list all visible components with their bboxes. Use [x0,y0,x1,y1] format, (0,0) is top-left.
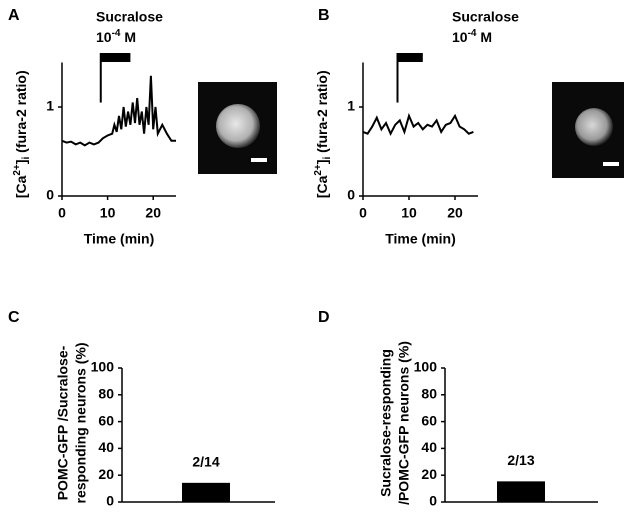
y-tick-label: 1 [347,98,355,114]
concentration-label: 10-4 M [452,28,492,45]
y-axis-label-part: i [21,156,32,159]
y-tick-label: 100 [91,359,115,375]
y-tick-label: 40 [98,439,114,455]
panel-label: D [318,309,330,326]
y-tick-label: 40 [421,439,437,455]
y-tick-label: 1 [46,98,54,114]
y-axis-label: POMC-GFP /Sucralose- [55,345,71,500]
bar [182,482,230,502]
y-tick-label: 20 [98,466,114,482]
y-tick-label: 60 [421,412,437,428]
stimulus-label: Sucralose [452,9,519,25]
x-tick-label: 0 [359,205,367,221]
cell-image-b [552,82,624,178]
y-axis-label-part: 2+ [313,164,324,176]
stimulus-bar [100,53,131,62]
y-axis-label-part: 2+ [12,164,23,176]
stimulus-label: Sucralose [96,9,163,25]
x-tick-label: 20 [145,205,161,221]
concentration-part: M [476,29,492,45]
y-axis-label-part: [Ca [13,175,29,198]
y-axis-label: /POMC-GFP neurons (%) [396,341,412,505]
y-tick-label: 80 [98,386,114,402]
y-axis-label: [Ca2+]i (fura-2 ratio) [12,70,32,198]
y-axis-label: Sucralose-responding [378,349,394,497]
x-tick-label: 20 [447,205,463,221]
trace [362,112,474,137]
concentration-part: 10 [96,29,112,45]
x-tick-label: 10 [401,205,417,221]
bar-annotation: 2/13 [507,452,534,468]
panel-label: C [8,309,20,326]
concentration-part: M [120,29,136,45]
bar-annotation: 2/14 [192,454,219,470]
concentration-part: 10 [452,29,468,45]
x-tick-label: 0 [58,205,66,221]
y-axis-label-part: ] [13,159,29,164]
y-axis-label: responding neurons (%) [73,343,89,504]
concentration-part: -4 [112,28,121,39]
panel-label: A [8,7,20,24]
bar [497,481,545,502]
y-axis-label: [Ca2+]i (fura-2 ratio) [313,70,333,198]
y-tick-label: 20 [421,466,437,482]
y-axis-label-part: i [322,156,333,159]
y-tick-label: 0 [106,493,114,509]
y-tick-label: 60 [98,412,114,428]
trace [61,75,176,147]
x-axis-label: Time (min) [84,231,155,247]
cell-image-a [198,82,277,174]
panel-label: B [318,7,330,24]
y-axis-label-part: (fura-2 ratio) [13,70,29,156]
stimulus-bar [397,53,423,62]
y-axis-label-part: ] [314,159,330,164]
x-tick-label: 10 [100,205,116,221]
y-tick-label: 80 [421,386,437,402]
y-tick-label: 0 [347,187,355,203]
y-axis-label-part: (fura-2 ratio) [314,70,330,156]
y-tick-label: 100 [414,359,438,375]
concentration-label: 10-4 M [96,28,136,45]
y-tick-label: 0 [429,493,437,509]
x-axis-label: Time (min) [385,231,456,247]
y-axis-label-part: [Ca [314,175,330,198]
concentration-part: -4 [468,28,477,39]
y-tick-label: 0 [46,187,54,203]
